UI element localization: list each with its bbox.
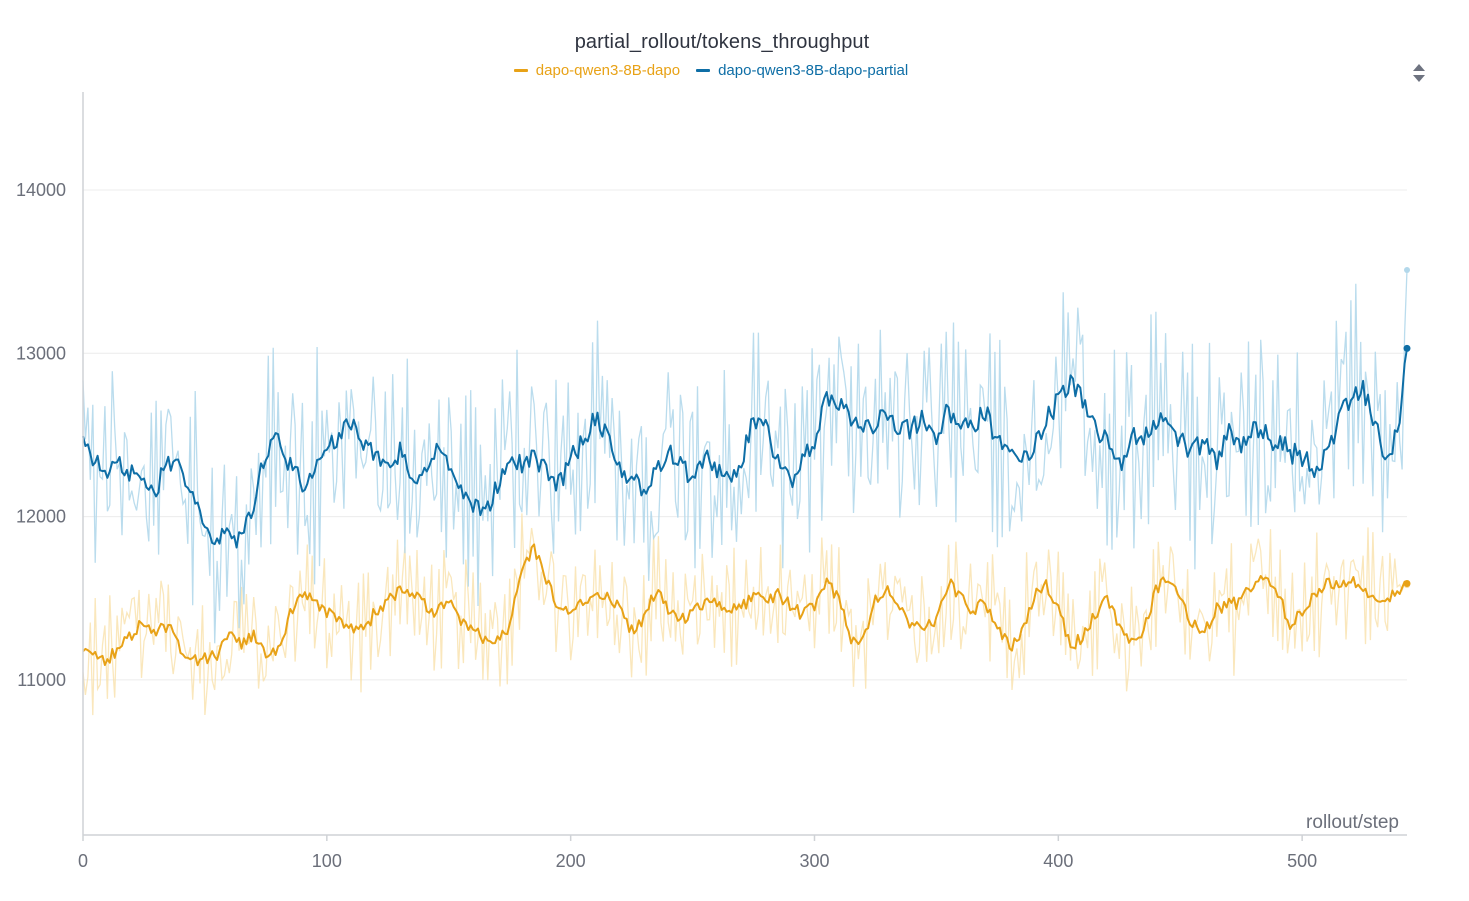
legend: dapo-qwen3-8B-dapo dapo-qwen3-8B-dapo-pa… (0, 62, 1422, 79)
axes: 11000 12000 13000 14000 0 100 200 300 400 500 roll… (16, 92, 1407, 871)
end-marker-dapo-partial (1403, 344, 1411, 352)
raw-series-layer (82, 269, 1408, 716)
x-tick-label-500: 500 (1287, 851, 1317, 871)
smoothed-series-layer (82, 348, 1408, 667)
end-marker-raw-dapo-partial (1404, 266, 1410, 273)
gridlines (83, 189, 1407, 681)
x-tick-label-300: 300 (799, 851, 829, 871)
legend-swatch-dapo (513, 69, 528, 72)
end-marker-dapo (1403, 580, 1411, 588)
x-tick-label-0: 0 (78, 851, 88, 871)
y-tick-label-11000: 11000 (17, 670, 66, 690)
legend-item-dapo-partial[interactable]: dapo-qwen3-8B-dapo-partial (696, 62, 908, 79)
y-tick-label-14000: 14000 (16, 180, 66, 200)
legend-label-dapo-partial: dapo-qwen3-8B-dapo-partial (718, 62, 909, 79)
legend-label-dapo: dapo-qwen3-8B-dapo (535, 62, 681, 79)
end-markers (1403, 266, 1411, 589)
x-axis-title: rollout/step (1306, 812, 1399, 833)
y-tick-label-13000: 13000 (16, 343, 66, 363)
x-tick-label-400: 400 (1043, 851, 1073, 871)
legend-item-dapo[interactable]: dapo-qwen3-8B-dapo (513, 62, 681, 79)
series-raw-line-dapo (82, 513, 1408, 716)
series-line-dapo-partial (82, 348, 1408, 549)
x-tick-label-200: 200 (556, 851, 586, 871)
sort-arrows-icon[interactable] (1410, 63, 1428, 83)
y-tick-label-12000: 12000 (16, 507, 66, 527)
chart-title: partial_rollout/tokens_throughput (574, 31, 870, 53)
series-raw-line-dapo-partial (82, 269, 1408, 644)
legend-swatch-dapo-partial (696, 69, 711, 72)
series-line-dapo (82, 543, 1408, 667)
x-tick-label-100: 100 (312, 851, 342, 871)
